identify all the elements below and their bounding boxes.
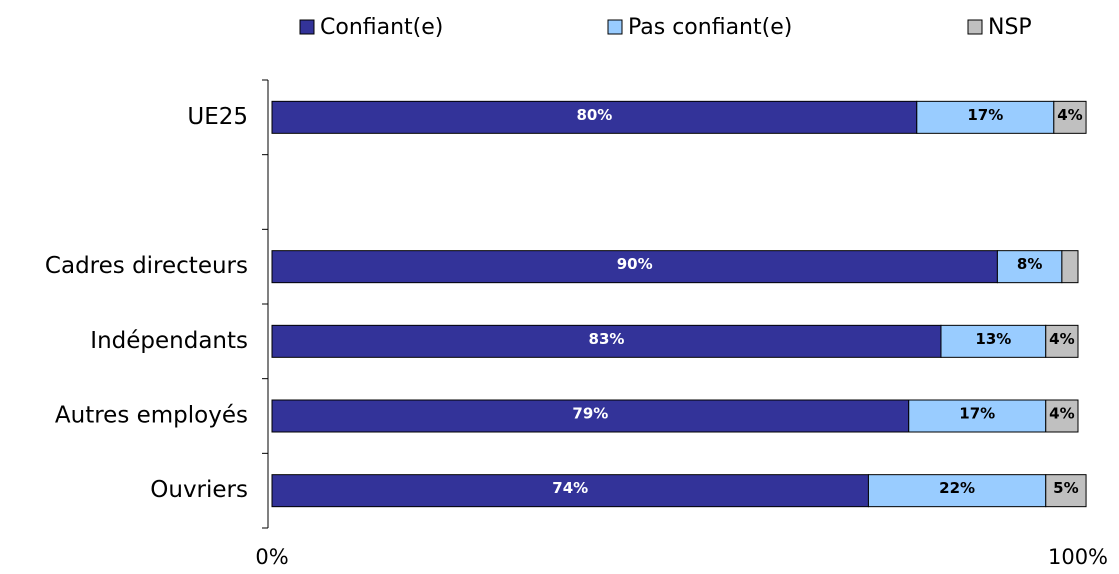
bar-segment [1045,324,1079,358]
bar-segment [916,100,1055,134]
data-label: 4% [1057,106,1082,124]
data-label: 5% [1053,479,1078,497]
bar-segment [1045,474,1087,508]
bar-segment [271,100,918,134]
legend-label: NSP [988,15,1032,40]
data-label: 80% [576,106,612,124]
y-tick-label: Autres employés [55,403,248,429]
data-label: 74% [552,479,588,497]
data-label: 4% [1049,330,1074,348]
bar-segment [1045,399,1079,433]
bar-segment [271,399,910,433]
y-tick-label: UE25 [187,104,248,130]
data-label: 8% [1017,255,1042,273]
bar-segment [867,474,1047,508]
x-tick-label: 100% [1048,545,1108,569]
bar-segment [1061,250,1079,284]
data-label: 17% [967,106,1003,124]
data-label: 4% [1049,405,1074,423]
legend-swatch [299,19,315,35]
legend-label: Pas confiant(e) [628,15,792,40]
legend-swatch [967,19,983,35]
y-tick-label: Ouvriers [150,477,248,503]
data-label: 83% [589,330,625,348]
data-label: 22% [939,479,975,497]
legend-swatch [607,19,623,35]
data-label: 13% [975,330,1011,348]
y-tick-label: Indépendants [90,328,248,354]
bar-segment [271,474,869,508]
x-tick-label: 0% [255,545,288,569]
data-label: 17% [959,405,995,423]
bar-segment [940,324,1047,358]
data-label: 79% [572,405,608,423]
legend-label: Confiant(e) [320,15,443,40]
data-label: 90% [617,255,653,273]
y-tick-label: Cadres directeurs [45,253,248,279]
bar-segment [1053,100,1087,134]
bar-segment [271,324,942,358]
